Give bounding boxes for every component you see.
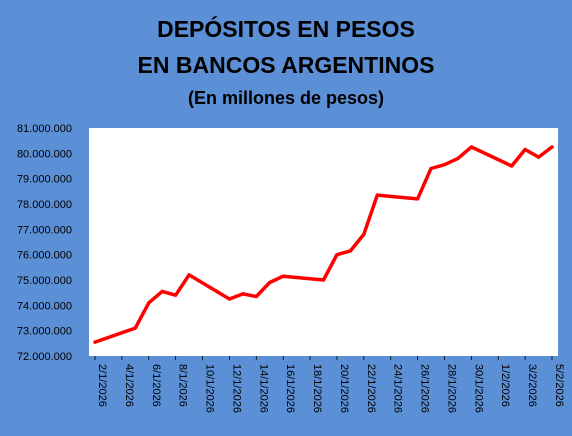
data-point: [469, 145, 473, 149]
data-point: [160, 289, 164, 293]
y-tick-label: 77.000.000: [17, 224, 72, 236]
data-point: [321, 278, 326, 282]
y-tick-label: 79.000.000: [17, 174, 72, 186]
y-tick-label: 74.000.000: [17, 300, 72, 312]
data-point: [133, 326, 137, 330]
x-tick-label: 1/2/2026: [499, 364, 511, 407]
data-point: [281, 274, 285, 278]
data-point: [416, 197, 420, 201]
series-layer: [93, 145, 554, 344]
data-point: [348, 249, 352, 253]
data-point: [268, 280, 272, 285]
x-axis: 2/1/2026 4/1/2026 6/1/2026 8/1/2026 10/1/202…: [94, 356, 565, 413]
data-point: [537, 155, 541, 159]
x-tick-label: 12/1/2026: [230, 364, 242, 413]
data-point: [174, 293, 178, 297]
chart-title: DEPÓSITOS EN PESOS: [157, 15, 415, 42]
data-point: [523, 147, 527, 152]
x-tick-label: 4/1/2026: [123, 364, 135, 407]
x-tick-label: 28/1/2026: [445, 364, 457, 413]
y-tick-label: 76.000.000: [17, 250, 72, 262]
data-point: [550, 145, 554, 149]
y-tick-label: 72.000.000: [17, 351, 72, 363]
data-point: [147, 301, 151, 305]
y-tick-label: 81.000.000: [17, 123, 72, 135]
y-tick-label: 80.000.000: [17, 148, 72, 160]
x-tick-label: 2/1/2026: [96, 364, 108, 407]
x-tick-label: 8/1/2026: [177, 364, 189, 407]
x-tick-label: 16/1/2026: [284, 364, 296, 413]
data-point: [456, 156, 460, 160]
x-tick-label: 26/1/2026: [419, 364, 431, 413]
y-axis: 72.000.000 73.000.000 74.000.000 75.000.000…: [17, 123, 72, 363]
chart-subtitle: (En millones de pesos): [188, 88, 384, 108]
y-tick-label: 78.000.000: [17, 199, 72, 211]
x-tick-label: 20/1/2026: [338, 364, 350, 413]
x-tick-label: 18/1/2026: [311, 364, 323, 413]
data-point: [335, 253, 339, 257]
data-point: [510, 164, 514, 168]
y-tick-label: 73.000.000: [17, 326, 72, 338]
data-point: [187, 273, 191, 277]
data-point: [227, 297, 231, 301]
y-tick-label: 75.000.000: [17, 275, 72, 287]
data-point: [241, 292, 245, 296]
plot-area: [89, 128, 558, 356]
x-tick-label: 3/2/2026: [526, 364, 538, 407]
data-point: [362, 232, 366, 236]
data-point: [93, 340, 97, 344]
x-tick-label: 14/1/2026: [257, 364, 269, 413]
chart-title-line2: EN BANCOS ARGENTINOS: [138, 52, 435, 78]
data-point: [375, 193, 379, 197]
x-tick-label: 24/1/2026: [392, 364, 404, 413]
data-point: [254, 294, 258, 299]
x-tick-label: 22/1/2026: [365, 364, 377, 413]
x-tick-label: 5/2/2026: [553, 364, 565, 407]
x-tick-label: 6/1/2026: [150, 364, 162, 407]
data-point: [429, 166, 433, 171]
x-tick-label: 30/1/2026: [472, 364, 484, 413]
data-point: [442, 163, 447, 167]
x-tick-label: 10/1/2026: [204, 364, 216, 413]
